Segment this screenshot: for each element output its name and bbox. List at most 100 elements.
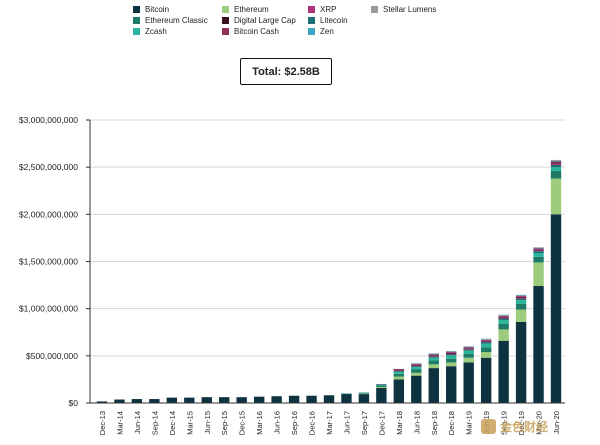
bar-segment bbox=[340, 393, 352, 395]
legend-item: XRP bbox=[308, 5, 336, 14]
bar-segment bbox=[515, 300, 527, 304]
bar-segment bbox=[410, 375, 422, 403]
bar-segment bbox=[498, 340, 510, 403]
x-tick-label: Sep-15 bbox=[220, 411, 229, 435]
y-tick-label: $2,500,000,000 bbox=[19, 162, 78, 172]
legend-swatch bbox=[308, 6, 315, 13]
bar-segment bbox=[533, 247, 545, 249]
bar-segment bbox=[375, 386, 387, 388]
bar-segment bbox=[445, 354, 457, 356]
bar-segment bbox=[288, 395, 300, 403]
legend-swatch bbox=[308, 17, 315, 24]
gridlines bbox=[86, 119, 565, 404]
bar-segment bbox=[480, 342, 492, 344]
bar-segment bbox=[445, 366, 457, 403]
bar-segment bbox=[393, 373, 405, 377]
bar-segment bbox=[445, 358, 457, 363]
bar-segment bbox=[393, 371, 405, 374]
bar-segment bbox=[463, 353, 475, 358]
x-tick-label: Mar-16 bbox=[255, 411, 264, 435]
legend-item: Ethereum Classic bbox=[133, 16, 208, 25]
bar-segment bbox=[498, 315, 510, 317]
bar-segment bbox=[358, 392, 370, 394]
bar-segment bbox=[375, 384, 387, 385]
bar-segment bbox=[533, 286, 545, 403]
legend-label: Bitcoin bbox=[145, 5, 170, 14]
x-tick-label: Sep-16 bbox=[290, 411, 299, 435]
bar-segment bbox=[428, 355, 440, 356]
bar-segment bbox=[463, 348, 475, 350]
bar-segment bbox=[498, 317, 510, 319]
bar-segment bbox=[550, 170, 562, 179]
bar-segment bbox=[515, 303, 527, 310]
y-tick-label: $500,000,000 bbox=[26, 351, 78, 361]
x-tick-label: Dec-19 bbox=[517, 411, 526, 435]
bar-segment bbox=[410, 364, 422, 366]
x-tick-label: Dec-15 bbox=[238, 411, 247, 435]
bar-segment bbox=[550, 214, 562, 403]
bar-segment bbox=[533, 256, 545, 263]
bar-segment bbox=[393, 376, 405, 380]
bar-segment bbox=[463, 345, 475, 347]
legend-label: XRP bbox=[320, 5, 337, 14]
y-axis-tick-labels: $0 $500,000,000 $1,000,000,000 $1,500,000,0… bbox=[19, 115, 78, 408]
x-tick-label: Mar-19 bbox=[465, 411, 474, 435]
bar-segment bbox=[515, 309, 527, 322]
bar-segment bbox=[533, 251, 545, 254]
bar-segment bbox=[445, 352, 457, 353]
bar-segment bbox=[340, 393, 352, 394]
bar-segment bbox=[480, 341, 492, 343]
bar-segment bbox=[358, 393, 370, 395]
bar-segment bbox=[428, 356, 440, 358]
legend-swatch bbox=[308, 28, 315, 35]
legend-swatch bbox=[222, 28, 229, 35]
bar-segment bbox=[533, 249, 545, 252]
x-tick-label: Dec-14 bbox=[168, 411, 177, 435]
bar-segment bbox=[445, 353, 457, 354]
bar-segment bbox=[410, 365, 422, 367]
watermark-logo-icon bbox=[481, 419, 496, 434]
bar-segment bbox=[253, 396, 265, 403]
bar-segment bbox=[358, 393, 370, 394]
bar-segment bbox=[498, 318, 510, 320]
bar-segment bbox=[498, 316, 510, 318]
legend-item: Stellar Lumens bbox=[371, 5, 436, 14]
bar-segment bbox=[148, 398, 160, 403]
bar-segment bbox=[515, 321, 527, 403]
bar-segment bbox=[480, 339, 492, 341]
bar-segment bbox=[236, 396, 248, 403]
watermark-text: 金色财经 bbox=[500, 420, 549, 434]
bar-segment bbox=[428, 353, 440, 355]
x-tick-label: Mar-18 bbox=[395, 411, 404, 435]
legend-swatch bbox=[371, 6, 378, 13]
bar-segment bbox=[428, 364, 440, 369]
bar-segment bbox=[410, 369, 422, 373]
bar-segment bbox=[375, 384, 387, 386]
bar-segment bbox=[393, 379, 405, 403]
bar-segment bbox=[463, 346, 475, 348]
bar-segment bbox=[480, 343, 492, 348]
bar-segment bbox=[428, 360, 440, 365]
bar-segment bbox=[340, 394, 352, 403]
x-tick-label: Dec-17 bbox=[377, 411, 386, 435]
bar-segment bbox=[550, 167, 562, 171]
legend-swatch bbox=[222, 6, 229, 13]
bar-segment bbox=[410, 367, 422, 370]
bar-segment bbox=[463, 349, 475, 351]
legend-label: Litecoin bbox=[320, 16, 348, 25]
bar-segment bbox=[183, 397, 195, 403]
bar-segment bbox=[550, 162, 562, 165]
bar-segment bbox=[393, 369, 405, 371]
bar-segment bbox=[463, 347, 475, 349]
bar-segment bbox=[498, 329, 510, 341]
legend-label: Digital Large Cap bbox=[234, 16, 296, 25]
bar-segment bbox=[375, 387, 387, 403]
x-tick-label: Jun-14 bbox=[133, 411, 142, 434]
x-tick-label: Jun-15 bbox=[203, 411, 212, 434]
bar-segment bbox=[201, 396, 213, 403]
x-tick-label: Jun-20 bbox=[552, 411, 561, 434]
bar-segment bbox=[463, 362, 475, 403]
legend-swatch bbox=[133, 6, 140, 13]
x-tick-label: Sep-17 bbox=[360, 411, 369, 435]
